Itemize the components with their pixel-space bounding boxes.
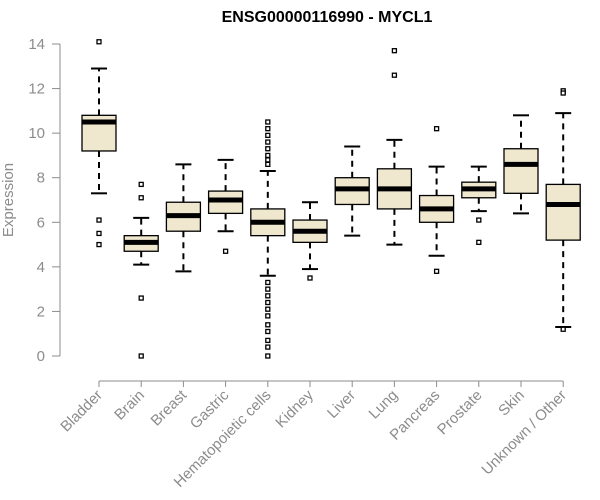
outlier-point (265, 344, 271, 350)
outlier-point (265, 146, 271, 152)
y-tick-label: 12 (28, 81, 45, 98)
outlier-point (265, 161, 271, 167)
box-group (81, 39, 117, 248)
outlier-point (96, 217, 102, 223)
y-axis-label: Expression (0, 163, 17, 237)
y-tick-label: 6 (37, 214, 45, 231)
outlier-point (265, 152, 271, 159)
box-group (207, 158, 244, 254)
box-group (292, 201, 328, 281)
outlier-point (265, 286, 271, 292)
outlier-point (265, 157, 271, 163)
outlier-point (138, 181, 144, 188)
y-tick-label: 10 (28, 125, 45, 142)
x-tick-label: Bladder (57, 387, 106, 436)
outlier-point (96, 39, 102, 45)
outlier-point (307, 275, 313, 281)
outlier-point (138, 295, 144, 301)
outlier-point (138, 195, 144, 201)
outlier-point (265, 313, 271, 319)
outlier-point (433, 268, 440, 274)
outlier-point (265, 328, 271, 335)
outlier-point (560, 90, 566, 96)
outlier-point (265, 132, 271, 139)
outlier-point (265, 353, 271, 359)
box-group (123, 181, 159, 359)
outlier-point (265, 322, 271, 328)
outlier-point (96, 241, 102, 248)
outlier-point (265, 293, 271, 299)
box-group (461, 165, 497, 245)
outlier-point (391, 48, 398, 54)
outlier-point (265, 299, 271, 306)
box-group (418, 126, 455, 274)
outlier-point (265, 119, 271, 125)
outlier-point (96, 230, 102, 237)
outlier-point (265, 279, 271, 286)
x-tick-label: Lung (366, 387, 402, 423)
outlier-point (476, 217, 482, 223)
box-group (503, 114, 539, 215)
chart-title: ENSG00000116990 - MYCL1 (222, 9, 433, 26)
outlier-point (476, 239, 482, 245)
outlier-point (265, 126, 271, 132)
outlier-point (265, 337, 271, 344)
box (545, 183, 581, 241)
box-group (334, 145, 370, 237)
outlier-point (560, 326, 566, 332)
x-tick-label: Prostate (434, 387, 486, 439)
y-tick-label: 8 (37, 170, 45, 187)
outlier-point (222, 248, 229, 254)
y-tick-label: 4 (37, 259, 45, 276)
box-group (376, 48, 413, 246)
x-tick-label: Liver (324, 387, 359, 422)
y-tick-label: 2 (37, 303, 45, 320)
x-tick-label: Skin (495, 387, 528, 420)
outlier-point (265, 306, 271, 312)
box-group (165, 163, 202, 273)
outlier-point (433, 126, 440, 132)
outlier-point (391, 72, 398, 78)
outlier-point (265, 139, 271, 145)
x-tick-label: Brain (111, 387, 148, 424)
box-group (545, 88, 581, 332)
box-group (250, 119, 286, 359)
y-tick-label: 14 (28, 36, 45, 53)
x-tick-label: Kidney (272, 386, 317, 431)
box (503, 148, 539, 194)
y-tick-label: 0 (37, 348, 45, 365)
outlier-point (138, 353, 144, 359)
x-tick-label: Breast (148, 386, 191, 429)
